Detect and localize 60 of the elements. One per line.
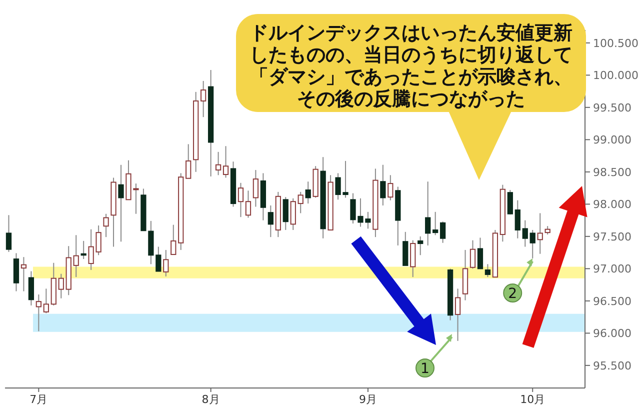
candlestick: [305, 181, 311, 204]
candlestick: [514, 200, 520, 239]
x-tick-label: 7月: [30, 393, 48, 406]
candlestick: [118, 164, 124, 242]
annotation: 2: [508, 286, 518, 302]
candlestick: [298, 191, 304, 214]
candlestick: [440, 221, 446, 244]
candlestick: [73, 234, 79, 278]
y-tick-label: 100.000: [593, 69, 638, 82]
candlestick: [432, 211, 438, 236]
y-tick-label: 96.000: [593, 327, 632, 340]
y-tick-label: 99.000: [593, 134, 632, 147]
candlestick: [58, 273, 64, 299]
candlestick: [454, 288, 461, 342]
candlestick: [282, 196, 288, 230]
candlestick: [215, 151, 222, 176]
candlestick: [245, 190, 252, 218]
y-tick-label: 95.500: [593, 359, 632, 372]
candlestick: [402, 231, 408, 266]
candlestick: [13, 252, 20, 292]
x-tick-label: 8月: [202, 393, 220, 406]
y-tick-label: 98.500: [593, 166, 632, 179]
candlestick: [103, 213, 109, 238]
y-tick-label: 100.500: [593, 36, 638, 50]
y-tick-label: 97.500: [593, 230, 632, 244]
candlestick: [388, 174, 394, 201]
candlestick: [268, 204, 274, 238]
y-tick-label: 96.500: [593, 294, 632, 308]
candlestick: [410, 240, 416, 278]
candlestick: [222, 146, 229, 178]
annotation: ドルインデックスはいったん安値更新したものの、当日のうちに切り返して「ダマシ」であったことが示唆され、その後の反騰につながった: [248, 22, 574, 110]
candlestick: [163, 249, 169, 277]
y-tick-label: 98.000: [593, 198, 632, 212]
x-tick-label: 10月: [520, 393, 546, 406]
candlestick: [6, 214, 12, 252]
candlestick: [238, 182, 244, 218]
candlestick: [20, 256, 27, 292]
candlestick: [418, 236, 424, 256]
candlestick: [380, 164, 386, 206]
y-tick-label: 97.000: [593, 262, 632, 276]
candlestick: [170, 224, 176, 255]
candlestick: [507, 189, 513, 215]
candlestick: [80, 240, 86, 260]
candlestick: [530, 229, 536, 259]
candlestick: [36, 294, 42, 332]
candlestick: [522, 220, 528, 248]
candlestick: [484, 264, 491, 278]
candlestick: [200, 80, 206, 118]
candlestick: [186, 144, 192, 179]
candlestick: [477, 237, 484, 270]
candlestick: [537, 212, 543, 254]
y-tick-label: 99.500: [593, 101, 632, 114]
candlestick: [290, 198, 296, 230]
candlestick: [43, 288, 49, 314]
candlestick: [470, 240, 476, 270]
candlestick: [252, 169, 259, 208]
x-tick-label: 9月: [358, 393, 377, 406]
annotation: 1: [420, 361, 430, 377]
candlestick: [28, 270, 34, 306]
candlestick: [425, 181, 431, 246]
